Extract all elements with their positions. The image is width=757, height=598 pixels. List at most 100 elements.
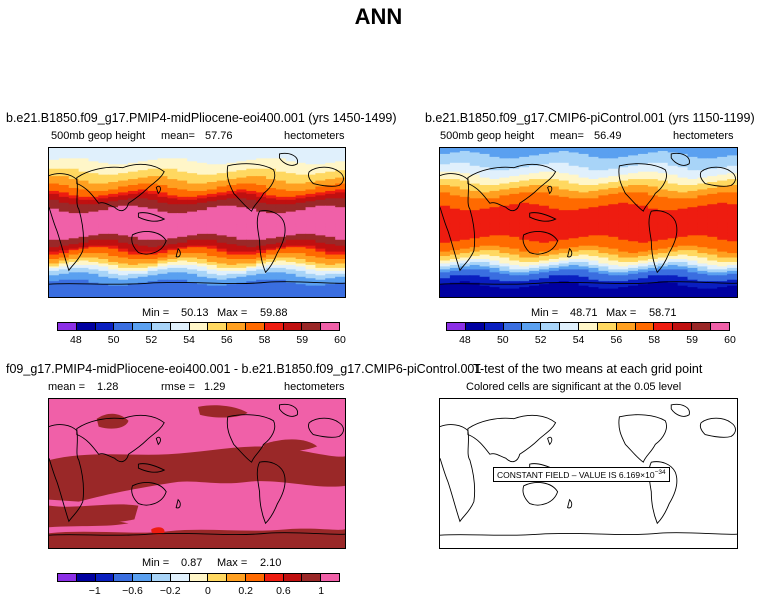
- field-cell: [78, 266, 90, 269]
- field-cell: [167, 245, 178, 248]
- field-cell: [68, 210, 80, 213]
- field-cell: [167, 199, 178, 202]
- field-cell: [608, 214, 619, 217]
- field-cell: [58, 213, 70, 216]
- field-cell: [108, 266, 119, 269]
- field-cell: [647, 214, 659, 217]
- field-cell: [687, 192, 698, 195]
- field-cell: [78, 177, 90, 180]
- field-cell: [118, 224, 129, 227]
- field-cell: [187, 284, 198, 287]
- field-cell: [440, 149, 451, 152]
- field-cell: [548, 155, 560, 158]
- field-cell: [78, 182, 90, 184]
- field-cell: [49, 224, 60, 227]
- field-cell: [548, 187, 560, 190]
- field-cell: [137, 205, 149, 208]
- field-cell: [157, 261, 168, 264]
- field-cell: [707, 214, 718, 217]
- field-cell: [295, 291, 307, 294]
- field-cell: [236, 257, 247, 260]
- field-cell: [187, 256, 198, 258]
- field-cell: [449, 238, 461, 241]
- field-cell: [618, 213, 629, 216]
- field-cell: [216, 248, 228, 251]
- field-cell: [285, 195, 297, 198]
- field-cell: [325, 164, 336, 167]
- field-cell: [246, 205, 257, 208]
- field-cell: [285, 214, 297, 217]
- field-cell: [137, 176, 149, 178]
- field-cell: [440, 210, 451, 213]
- field-cell: [305, 177, 316, 180]
- field-cell: [548, 211, 560, 214]
- field-cell: [677, 199, 689, 202]
- field-cell: [68, 165, 80, 168]
- field-cell: [236, 196, 247, 199]
- field-cell: [325, 236, 336, 239]
- field-cell: [529, 235, 540, 238]
- field-cell: [58, 217, 70, 220]
- field-cell: [118, 220, 129, 223]
- field-cell: [315, 247, 326, 250]
- colorbar-box: [302, 322, 322, 331]
- field-cell: [305, 254, 316, 257]
- field-cell: [305, 229, 316, 232]
- field-cell: [108, 235, 119, 238]
- field-cell: [118, 204, 129, 207]
- field-cell: [216, 182, 228, 184]
- field-cell: [226, 284, 238, 287]
- field-cell: [137, 148, 149, 150]
- field-cell: [127, 173, 139, 176]
- field-cell: [157, 241, 168, 244]
- field-cell: [519, 202, 530, 205]
- field-cell: [687, 214, 698, 217]
- field-cell: [285, 222, 297, 224]
- field-cell: [206, 278, 218, 281]
- field-cell: [558, 159, 570, 162]
- field-cell: [167, 148, 178, 150]
- field-cell: [449, 182, 461, 184]
- field-cell: [246, 290, 257, 292]
- field-cell: [519, 205, 530, 208]
- field-cell: [638, 193, 649, 196]
- field-cell: [588, 210, 599, 213]
- field-cell: [236, 278, 247, 281]
- field-cell: [558, 216, 570, 218]
- field-cell: [325, 288, 336, 291]
- field-cell: [226, 251, 238, 254]
- field-cell: [469, 217, 481, 220]
- field-cell: [246, 186, 257, 189]
- field-cell: [578, 217, 590, 220]
- field-cell: [187, 287, 198, 290]
- field-cell: [187, 276, 198, 279]
- field-cell: [157, 275, 168, 278]
- field-cell: [108, 239, 119, 242]
- field-cell: [216, 279, 228, 282]
- field-cell: [598, 176, 609, 178]
- field-cell: [687, 211, 698, 214]
- field-cell: [558, 227, 570, 230]
- field-cell: [598, 219, 609, 221]
- field-cell: [538, 207, 550, 210]
- field-cell: [449, 190, 461, 193]
- field-cell: [628, 226, 639, 229]
- field-cell: [187, 198, 198, 201]
- field-cell: [206, 148, 218, 150]
- field-cell: [588, 226, 599, 229]
- field-cell: [489, 201, 500, 204]
- field-cell: [335, 238, 345, 241]
- field-cell: [256, 173, 267, 176]
- field-cell: [489, 156, 500, 159]
- field-cell: [157, 278, 168, 281]
- field-cell: [568, 183, 580, 186]
- field-cell: [275, 201, 287, 204]
- field-cell: [459, 229, 471, 232]
- field-cell: [479, 182, 491, 184]
- field-cell: [499, 165, 510, 168]
- field-cell: [440, 176, 451, 178]
- field-cell: [697, 199, 708, 202]
- field-cell: [177, 199, 188, 202]
- field-cell: [118, 162, 129, 165]
- field-cell: [538, 210, 550, 213]
